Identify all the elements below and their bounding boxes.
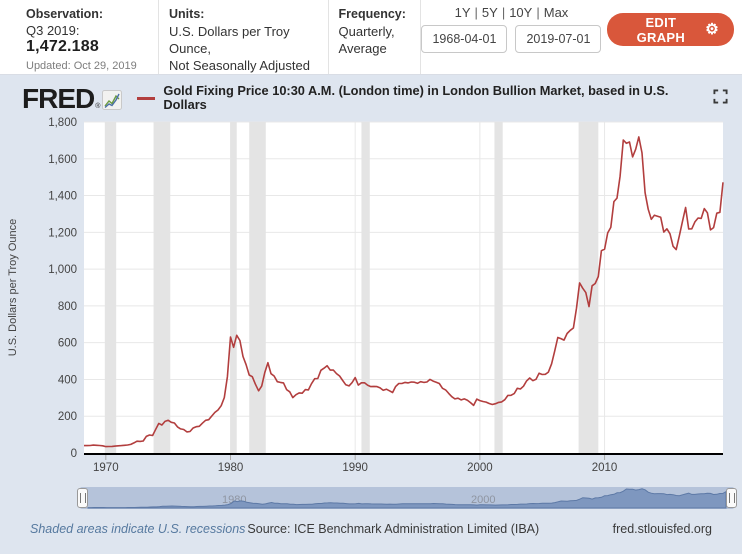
svg-text:1,400: 1,400	[48, 191, 77, 203]
svg-text:2000: 2000	[467, 462, 493, 474]
recession-note-link[interactable]: Shaded areas indicate U.S. recessions	[30, 522, 246, 536]
units-column: Units: U.S. Dollars per Troy Ounce, Not …	[159, 0, 329, 74]
units-value: U.S. Dollars per Troy Ounce, Not Seasona…	[169, 24, 310, 74]
frequency-column: Frequency: Quarterly, Average	[329, 0, 422, 74]
fred-sparkline-icon	[102, 89, 123, 110]
slider-overview-chart: 1980 2000	[87, 488, 727, 509]
range-controls: 1Y|5Y|10Y|Max EDIT GRAPH ⚙	[421, 0, 742, 74]
title-row: FRED ® Gold Fixing Price 10:30 A.M. (Lon…	[22, 82, 730, 114]
svg-text:1,000: 1,000	[48, 264, 77, 276]
registered-mark: ®	[95, 102, 101, 110]
slider-left-handle[interactable]	[77, 488, 88, 508]
observation-updated: Updated: Oct 29, 2019	[26, 60, 137, 72]
range-5y-link[interactable]: 5Y	[481, 5, 498, 20]
svg-text:1970: 1970	[93, 462, 119, 474]
svg-text:200: 200	[58, 411, 77, 423]
svg-text:2010: 2010	[592, 462, 618, 474]
range-max-link[interactable]: Max	[543, 5, 569, 20]
source-text: Source: ICE Benchmark Administration Lim…	[247, 522, 540, 536]
units-label: Units:	[169, 7, 205, 21]
range-preset-links: 1Y | 5Y | 10Y | Max	[421, 5, 601, 20]
edit-graph-button[interactable]: EDIT GRAPH ⚙	[607, 13, 734, 46]
observation-value-line: Q3 2019: 1,472.188	[26, 23, 148, 56]
range-separator: |	[501, 5, 506, 20]
chart-footer: Shaded areas indicate U.S. recessions So…	[30, 522, 712, 536]
svg-text:1990: 1990	[342, 462, 368, 474]
series-legend-swatch	[137, 96, 156, 100]
chart-title: Gold Fixing Price 10:30 A.M. (London tim…	[163, 82, 669, 112]
svg-text:2000: 2000	[471, 494, 495, 506]
frequency-value: Quarterly, Average	[338, 24, 395, 57]
svg-text:800: 800	[58, 301, 77, 313]
fullscreen-button[interactable]	[711, 87, 730, 109]
range-separator: |	[474, 5, 478, 20]
svg-text:1980: 1980	[218, 462, 244, 474]
date-range-slider[interactable]: 1980 2000	[77, 487, 737, 509]
observation-column: Observation: Q3 2019: 1,472.188 Updated:…	[0, 0, 160, 74]
svg-text:1,800: 1,800	[48, 117, 77, 129]
svg-text:600: 600	[58, 338, 77, 350]
start-date-input[interactable]	[421, 25, 508, 53]
fred-logo[interactable]: FRED ®	[22, 84, 123, 112]
observation-label: Observation:	[26, 7, 104, 21]
range-1y-link[interactable]: 1Y	[454, 5, 471, 20]
fred-site-text: fred.stlouisfed.org	[612, 522, 712, 536]
svg-text:U.S. Dollars per Troy Ounce: U.S. Dollars per Troy Ounce	[7, 219, 19, 357]
svg-text:1,200: 1,200	[48, 227, 77, 239]
observation-period: Q3 2019:	[26, 23, 80, 38]
svg-text:0: 0	[71, 448, 77, 460]
slider-right-handle[interactable]	[726, 488, 737, 508]
svg-text:1,600: 1,600	[48, 154, 77, 166]
gear-icon: ⚙	[705, 21, 719, 38]
end-date-input[interactable]	[515, 25, 602, 53]
range-10y-link[interactable]: 10Y	[509, 5, 533, 20]
observation-value: 1,472.188	[26, 38, 99, 55]
price-line-chart[interactable]: 1970 1980 1990 2000 2010 0 200 400 600 800 1,000 1,…	[0, 116, 742, 484]
observation-header: Observation: Q3 2019: 1,472.188 Updated:…	[0, 0, 742, 75]
fullscreen-icon	[713, 89, 728, 104]
frequency-label: Frequency:	[338, 7, 406, 21]
svg-text:400: 400	[58, 374, 77, 386]
range-separator: |	[536, 5, 540, 20]
